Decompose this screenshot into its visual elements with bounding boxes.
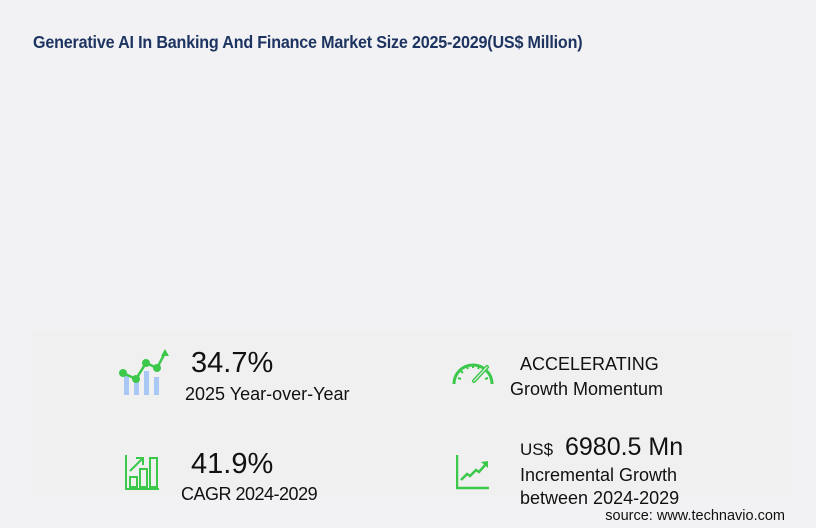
incremental-currency: US$ xyxy=(520,440,554,459)
yoy-value: 34.7% xyxy=(191,347,274,379)
incremental-value: 6980.5 Mn xyxy=(565,433,684,461)
speedometer-icon xyxy=(452,363,494,385)
momentum-label: Growth Momentum xyxy=(510,379,664,399)
yoy-label: 2025 Year-over-Year xyxy=(185,384,350,404)
trend-chart-icon xyxy=(119,349,169,395)
incremental-label-2: between 2024-2029 xyxy=(520,488,680,508)
cagr-label: CAGR 2024-2029 xyxy=(181,484,318,504)
cagr-value: 41.9% xyxy=(191,448,274,480)
page-title: Generative AI In Banking And Finance Mar… xyxy=(33,32,583,52)
source-credit: source: www.technavio.com xyxy=(605,508,785,524)
incremental-label-1: Incremental Growth xyxy=(520,465,678,485)
momentum-value: ACCELERATING xyxy=(520,354,659,374)
line-growth-icon xyxy=(456,455,489,490)
bar-growth-icon xyxy=(125,455,159,490)
stats-panel xyxy=(32,331,792,495)
